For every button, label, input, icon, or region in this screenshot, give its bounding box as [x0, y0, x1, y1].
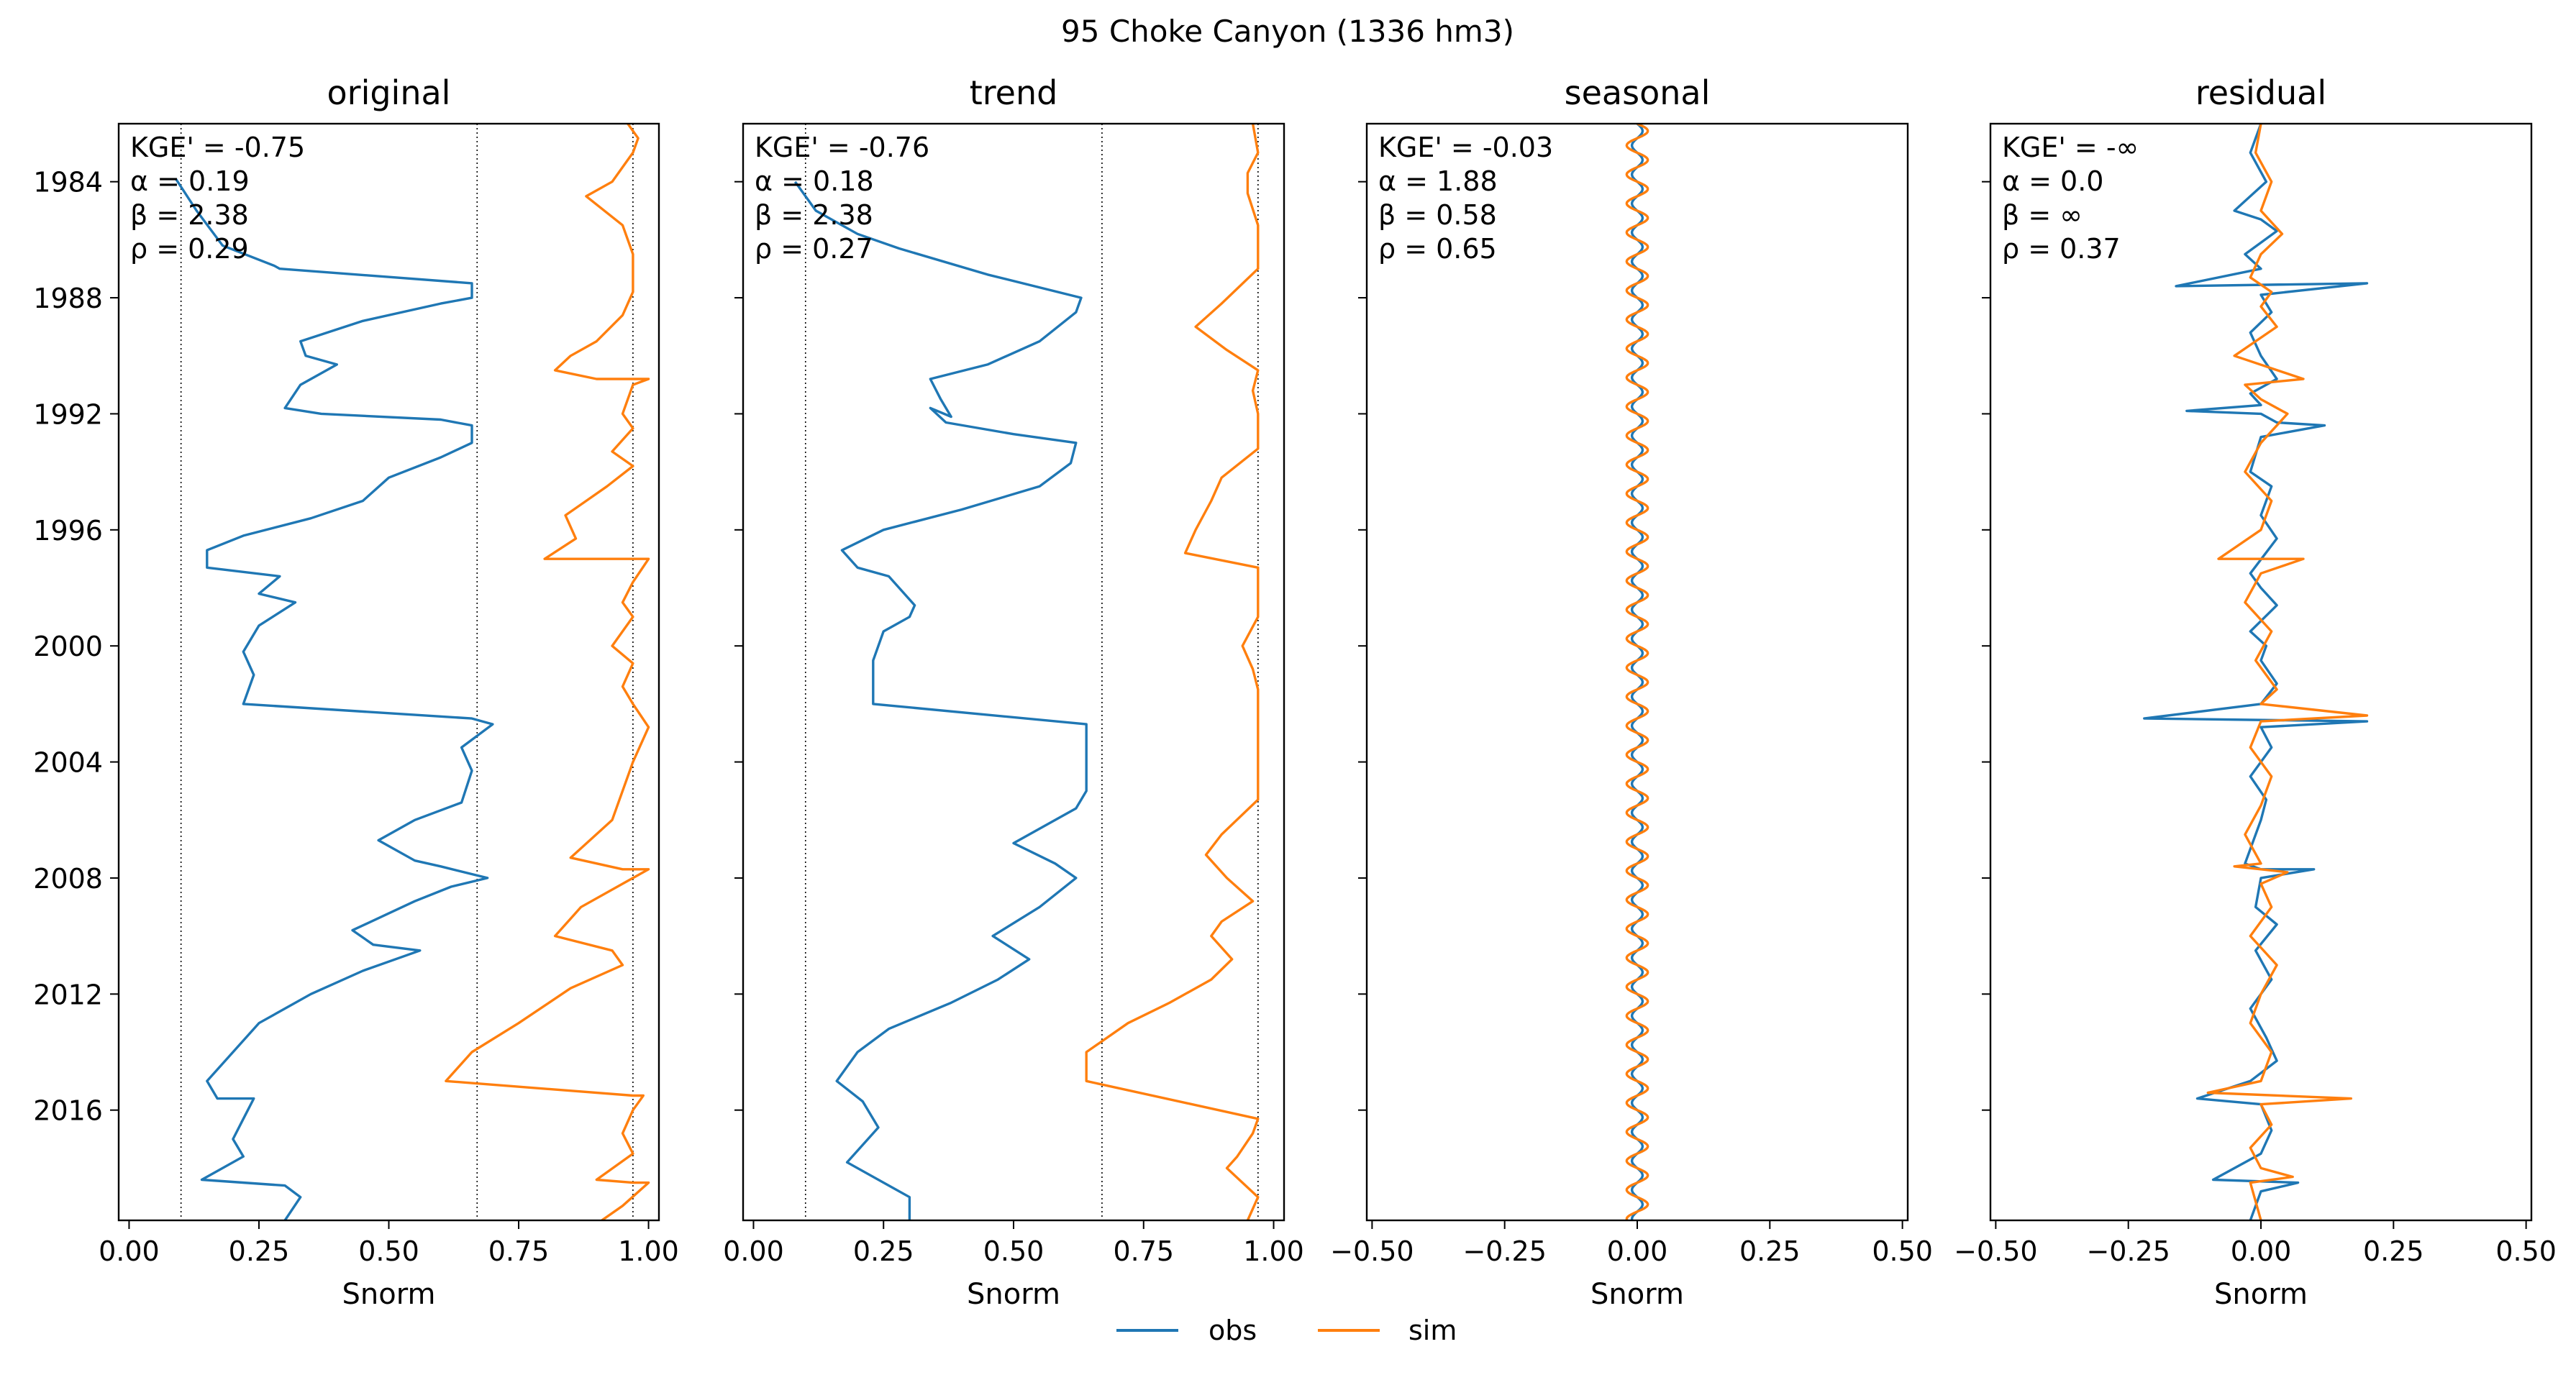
x-tick-label: 0.50	[983, 1235, 1044, 1267]
y-tick-label: 1988	[33, 283, 103, 314]
y-tick-label: 1992	[33, 398, 103, 430]
stats-text: ρ = 0.27	[755, 233, 873, 265]
panel-title: residual	[2195, 73, 2326, 112]
figure-title: 95 Choke Canyon (1336 hm3)	[1061, 14, 1514, 49]
x-tick-label: 0.25	[2363, 1235, 2424, 1267]
x-axis-label: Snorm	[967, 1278, 1060, 1311]
panel-trend: trend 0.00 0.25 0.50 0.75 1.00 Snorm KGE' = -0.…	[723, 73, 1304, 1311]
x-tick-label: −0.25	[1462, 1235, 1546, 1267]
stats-text: ρ = 0.65	[1378, 233, 1497, 265]
stats-text: β = 2.38	[130, 199, 249, 231]
panel-title: original	[327, 73, 451, 112]
y-tick-label: 1996	[33, 515, 103, 547]
x-tick-label: 0.75	[488, 1235, 550, 1267]
legend: obs sim	[1116, 1315, 1457, 1346]
series-obs-line	[793, 181, 1088, 1220]
panel-original: original 0.00 0.25 0.50 0.75 1.00 Snorm 1984 198…	[33, 73, 679, 1311]
x-tick-label: 0.00	[723, 1235, 784, 1267]
x-tick-label: 1.00	[1243, 1235, 1304, 1267]
x-tick-label: 0.50	[358, 1235, 419, 1267]
stats-text: α = 0.19	[130, 165, 250, 197]
x-tick-label: 0.00	[1607, 1235, 1668, 1267]
series-obs-line	[174, 178, 494, 1220]
stats-text: β = 0.58	[1378, 199, 1497, 231]
series-sim-line	[2206, 124, 2369, 1220]
x-axis-label: Snorm	[2214, 1278, 2308, 1311]
stats-text: ρ = 0.29	[130, 233, 249, 265]
x-tick-label: 0.75	[1113, 1235, 1174, 1267]
x-tick-label: 0.50	[1872, 1235, 1933, 1267]
stats-text: KGE' = -0.03	[1378, 132, 1553, 163]
panel-residual: residual −0.50 −0.25 0.00 0.25 0.50 Snorm KGE' …	[1954, 73, 2557, 1311]
panels: original 0.00 0.25 0.50 0.75 1.00 Snorm 1984 198…	[33, 73, 2557, 1311]
panel-title: seasonal	[1565, 73, 1711, 112]
panel-seasonal: seasonal −0.50 −0.25 0.00 0.25 0.50 Snorm KGE' …	[1330, 73, 1933, 1311]
x-tick-label: 1.00	[618, 1235, 679, 1267]
series-sim-line	[445, 124, 650, 1220]
x-tick-label: −0.50	[1954, 1235, 2037, 1267]
x-tick-label: −0.25	[2086, 1235, 2170, 1267]
stats-text: α = 0.18	[755, 165, 874, 197]
stats-text: α = 1.88	[1378, 165, 1498, 197]
x-tick-label: 0.25	[853, 1235, 914, 1267]
series-sim-line	[1085, 124, 1260, 1220]
legend-sim-label: sim	[1408, 1315, 1457, 1346]
stats-text: β = ∞	[2002, 199, 2083, 231]
series-obs-line	[2143, 124, 2369, 1220]
y-tick-label: 2008	[33, 863, 103, 895]
stats-text: α = 0.0	[2002, 165, 2103, 197]
panel-title: trend	[970, 73, 1058, 112]
y-tick-label: 1984	[33, 167, 103, 198]
series-sim-line	[1625, 124, 1649, 1220]
stats-text: KGE' = -0.76	[755, 132, 929, 163]
x-tick-label: 0.50	[2495, 1235, 2557, 1267]
x-axis-label: Snorm	[1590, 1278, 1684, 1311]
stats-text: KGE' = -0.75	[130, 132, 305, 163]
y-tick-label: 2000	[33, 631, 103, 662]
x-tick-label: −0.50	[1330, 1235, 1414, 1267]
stats-text: KGE' = -∞	[2002, 132, 2139, 163]
y-tick-label: 2016	[33, 1095, 103, 1127]
x-tick-label: 0.25	[1739, 1235, 1801, 1267]
stats-text: ρ = 0.37	[2002, 233, 2121, 265]
legend-obs-label: obs	[1209, 1315, 1257, 1346]
x-axis-label: Snorm	[342, 1278, 436, 1311]
stats-text: β = 2.38	[755, 199, 873, 231]
y-tick-label: 2012	[33, 979, 103, 1010]
x-tick-label: 0.00	[99, 1235, 160, 1267]
y-tick-label: 2004	[33, 747, 103, 779]
x-tick-label: 0.25	[229, 1235, 290, 1267]
x-tick-label: 0.00	[2231, 1235, 2292, 1267]
